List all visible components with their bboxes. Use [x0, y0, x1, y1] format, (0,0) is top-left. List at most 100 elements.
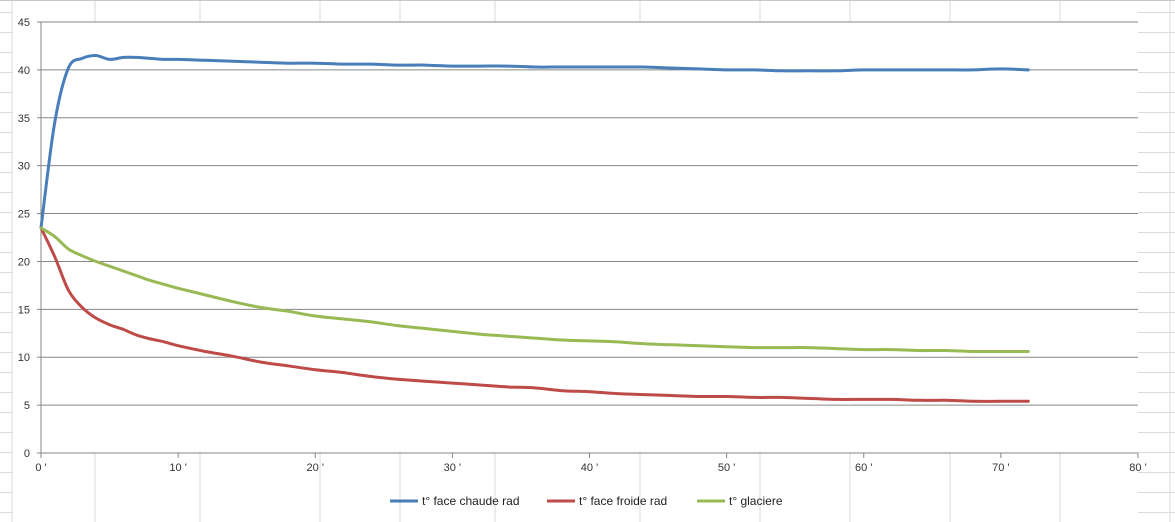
data-point-s2-10: [176, 287, 180, 290]
data-point-s1-8: [149, 337, 152, 341]
plot-area: [41, 22, 1138, 453]
legend-item-2[interactable]: t° glaciere: [697, 494, 783, 508]
series-0[interactable]: [39, 53, 1030, 230]
data-point-s1-14: [286, 364, 290, 368]
data-point-s0-29: [698, 67, 701, 71]
data-point-s1-29: [698, 395, 701, 398]
data-point-s1-23: [533, 386, 536, 390]
y-tick-label-45: 45: [18, 17, 30, 29]
data-point-s2-4: [94, 260, 98, 263]
data-point-s1-36: [889, 398, 893, 401]
data-point-s0-13: [259, 61, 262, 64]
data-point-s2-1: [53, 235, 56, 238]
x-tick-label-0: 0 ': [35, 462, 46, 474]
data-point-s0-11: [204, 59, 207, 62]
data-point-s1-9: [163, 340, 166, 344]
data-point-s2-20: [451, 330, 454, 333]
legend[interactable]: t° face chaude rad t° face froide rad t° g…: [390, 494, 783, 508]
data-point-s1-17: [368, 375, 372, 378]
data-point-s0-35: [862, 68, 865, 72]
data-point-s2-15: [314, 314, 317, 318]
legend-label-2: t° glaciere: [729, 494, 783, 508]
data-point-s2-32: [780, 346, 783, 349]
data-point-s1-7: [135, 333, 139, 337]
y-axis-ticks: 0 5 10 15 20 25 30 35 40 45: [18, 17, 41, 460]
data-point-s1-30: [725, 395, 728, 398]
data-point-s2-3: [80, 254, 84, 257]
x-axis-ticks: 0 ' 10 ' 20 ' 30 ' 40 ' 50 ' 60 ' 70 ' 80 ': [35, 453, 1147, 474]
y-tick-label-0: 0: [24, 448, 30, 460]
data-point-s0-38: [944, 68, 948, 72]
data-point-s0-19: [423, 63, 427, 67]
data-point-s0-12: [231, 60, 235, 63]
data-point-s0-20: [451, 64, 454, 68]
data-point-s2-13: [259, 306, 262, 309]
data-point-s2-6: [122, 269, 125, 273]
data-point-s0-4: [94, 54, 98, 57]
data-point-s0-41: [1027, 68, 1030, 72]
data-point-s2-31: [752, 346, 756, 349]
data-point-s2-25: [588, 339, 591, 343]
data-point-s2-41: [1027, 350, 1030, 353]
legend-label-1: t° face froide rad: [579, 494, 667, 508]
data-point-s0-18: [396, 63, 399, 67]
data-point-s1-6: [122, 328, 125, 331]
y-tick-label-25: 25: [18, 209, 30, 221]
data-point-s2-39: [972, 350, 975, 353]
data-point-s1-39: [972, 400, 975, 403]
x-tick-label-30: 30 ': [444, 462, 461, 474]
data-point-s0-2: [67, 66, 70, 70]
series-2[interactable]: [39, 226, 1030, 354]
legend-item-0[interactable]: t° face chaude rad: [390, 494, 520, 508]
data-point-s2-16: [341, 317, 344, 321]
x-tick-label-50: 50 ': [718, 462, 735, 474]
data-point-s1-20: [451, 381, 454, 385]
data-point-s2-23: [533, 336, 536, 340]
data-point-s2-29: [698, 344, 701, 347]
data-point-s2-27: [643, 342, 646, 346]
data-point-s2-14: [286, 310, 290, 313]
data-point-s2-37: [917, 349, 920, 352]
data-point-s2-2: [67, 247, 70, 251]
data-point-s0-15: [314, 61, 317, 65]
data-point-s1-27: [643, 393, 646, 396]
series-1[interactable]: [39, 226, 1030, 403]
data-point-s2-30: [725, 345, 728, 348]
data-point-s0-9: [163, 58, 166, 61]
data-point-s1-5: [108, 323, 111, 326]
data-point-s0-10: [176, 58, 180, 61]
data-point-s1-41: [1027, 400, 1030, 403]
data-point-s0-5: [108, 58, 111, 61]
data-point-s2-40: [999, 350, 1003, 353]
data-point-s0-21: [478, 64, 481, 68]
data-point-s2-5: [108, 265, 111, 268]
series-line-2[interactable]: [39, 226, 1030, 354]
legend-item-1[interactable]: t° face froide rad: [547, 494, 667, 508]
data-point-s1-3: [80, 306, 84, 309]
data-point-s2-11: [204, 293, 207, 297]
data-point-s1-22: [506, 385, 509, 389]
data-point-s1-13: [259, 360, 262, 364]
x-tick-label-70: 70 ': [992, 462, 1009, 474]
data-point-s0-16: [341, 62, 344, 66]
data-point-s2-22: [506, 334, 509, 338]
y-tick-label-20: 20: [18, 256, 30, 268]
series-line-1[interactable]: [39, 226, 1030, 403]
data-point-s0-40: [999, 67, 1003, 71]
data-point-s2-19: [423, 327, 427, 330]
data-point-s2-17: [368, 320, 372, 323]
y-tick-label-15: 15: [18, 304, 30, 316]
x-tick-label-10: 10 ': [169, 462, 186, 474]
data-point-s1-15: [314, 368, 317, 371]
data-point-s0-25: [588, 65, 591, 69]
data-point-s2-12: [231, 300, 235, 303]
data-point-s1-21: [478, 383, 481, 387]
data-point-s2-34: [835, 347, 838, 350]
data-point-s1-38: [944, 399, 948, 402]
x-tick-label-80: 80 ': [1129, 462, 1146, 474]
data-point-s0-22: [506, 64, 509, 68]
data-point-s0-23: [533, 65, 536, 69]
data-point-s2-35: [862, 348, 865, 351]
y-tick-label-40: 40: [18, 65, 30, 77]
